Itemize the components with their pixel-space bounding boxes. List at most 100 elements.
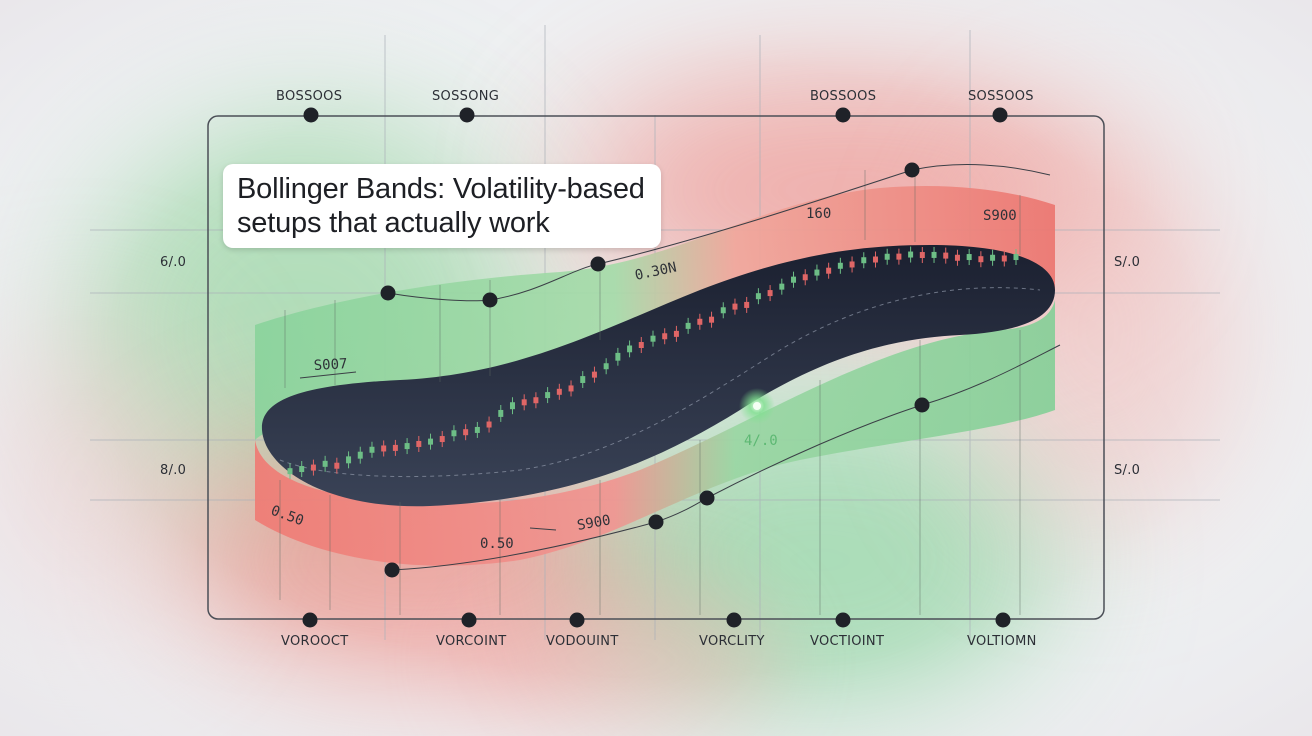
candle-bullish [404, 443, 410, 450]
marker-dot [302, 612, 318, 628]
marker-dot [699, 490, 715, 506]
candle-bearish [697, 318, 703, 325]
marker-dot [914, 397, 930, 413]
right-label: S/.0 [1114, 463, 1140, 478]
candle-bullish [1013, 254, 1019, 261]
band-label: S007 [313, 356, 348, 374]
candle-bullish [498, 409, 504, 417]
candle-bullish [685, 322, 691, 329]
band-label: 160 [806, 206, 831, 222]
candle-bearish [638, 342, 644, 349]
candle-bullish [908, 251, 914, 258]
candle-bullish [627, 345, 633, 353]
candle-bearish [919, 252, 925, 259]
band-label: S900 [983, 208, 1017, 224]
bottom-label: VOROOCT [281, 634, 349, 649]
lower-band [255, 300, 1055, 566]
candle-bullish [287, 468, 293, 475]
candle-bearish [416, 440, 422, 447]
candle-bullish [580, 376, 586, 383]
marker-dot [995, 612, 1011, 628]
candle-bearish [673, 330, 679, 337]
candle-bearish [826, 267, 832, 274]
candle-bearish [744, 301, 750, 308]
bottom-label: VORCOINT [436, 634, 507, 649]
candle-bullish [791, 276, 797, 283]
candle-bullish [990, 254, 996, 261]
candle-bearish [521, 399, 527, 406]
candle-bullish [299, 466, 305, 473]
bottom-label: VODOUINT [546, 634, 619, 649]
candle-bullish [357, 451, 363, 459]
candle-bullish [861, 257, 867, 264]
candle-bearish [463, 429, 469, 436]
candle-bearish [310, 464, 316, 471]
candle-bullish [814, 269, 820, 276]
markers [302, 107, 1011, 628]
candle-bullish [474, 426, 480, 433]
band-label: 0.50 [480, 536, 514, 552]
title-card: Bollinger Bands: Volatility-based setups… [223, 164, 661, 248]
left-label: 8/.0 [160, 463, 186, 478]
candle-bullish [428, 438, 434, 445]
marker-dot [590, 256, 606, 272]
annotation-stroke [299, 371, 357, 379]
candle-bullish [779, 283, 785, 290]
marker-dot [384, 562, 400, 578]
trend-path-lower [391, 344, 1061, 571]
marker-dot [569, 612, 585, 628]
marker-dot [380, 285, 396, 301]
page-title: Bollinger Bands: Volatility-based setups… [237, 172, 645, 240]
chart-frame [207, 115, 1105, 620]
candle-bearish [732, 303, 738, 310]
marker-dot [904, 162, 920, 178]
candle-bearish [849, 261, 855, 268]
candle-bullish [346, 456, 352, 464]
marker-dot [461, 612, 477, 628]
candle-bullish [966, 254, 972, 261]
candle-bearish [662, 333, 668, 340]
marker-dot [726, 612, 742, 628]
candle-bullish [545, 392, 551, 399]
candle-bullish [369, 446, 375, 453]
candle-bearish [1001, 255, 1007, 262]
candle-bearish [767, 290, 773, 297]
candle-bearish [802, 274, 808, 281]
candle-bearish [591, 371, 597, 378]
candle-bullish [755, 293, 761, 300]
candle-bearish [568, 385, 574, 392]
band-stripes [279, 170, 1021, 615]
candle-bearish [872, 256, 878, 263]
marker-dot [835, 612, 851, 628]
top-label: BOSSOOS [810, 89, 876, 104]
candle-bullish [603, 363, 609, 370]
trend-path-upper [387, 164, 1051, 302]
candle-bearish [954, 254, 960, 261]
candle-bullish [884, 253, 890, 260]
title-line-2: setups that actually work [237, 207, 550, 239]
bottom-label: VORCLITY [699, 634, 765, 649]
candle-bearish [533, 397, 539, 404]
candle-bearish [943, 252, 949, 259]
marker-dot [459, 107, 475, 123]
signal-point [753, 402, 761, 410]
left-label: 6/.0 [160, 255, 186, 270]
marker-dot [303, 107, 319, 123]
band-channel [261, 245, 1055, 507]
candle-bullish [720, 307, 726, 314]
candle-bullish [931, 251, 937, 258]
candle-bullish [650, 335, 656, 342]
candlestick-series [287, 246, 1019, 480]
candle-bullish [615, 352, 621, 361]
title-line-1: Bollinger Bands: Volatility-based [237, 173, 645, 205]
candle-bearish [709, 316, 715, 323]
candle-bearish [978, 256, 984, 263]
candle-bearish [334, 462, 340, 469]
top-label: SOSSOOS [968, 89, 1034, 104]
top-label: SOSSONG [432, 89, 499, 104]
candle-bullish [509, 402, 515, 410]
bottom-label: VOCTIOINT [810, 634, 884, 649]
right-label: S/.0 [1114, 255, 1140, 270]
annotation-stroke [529, 527, 557, 531]
